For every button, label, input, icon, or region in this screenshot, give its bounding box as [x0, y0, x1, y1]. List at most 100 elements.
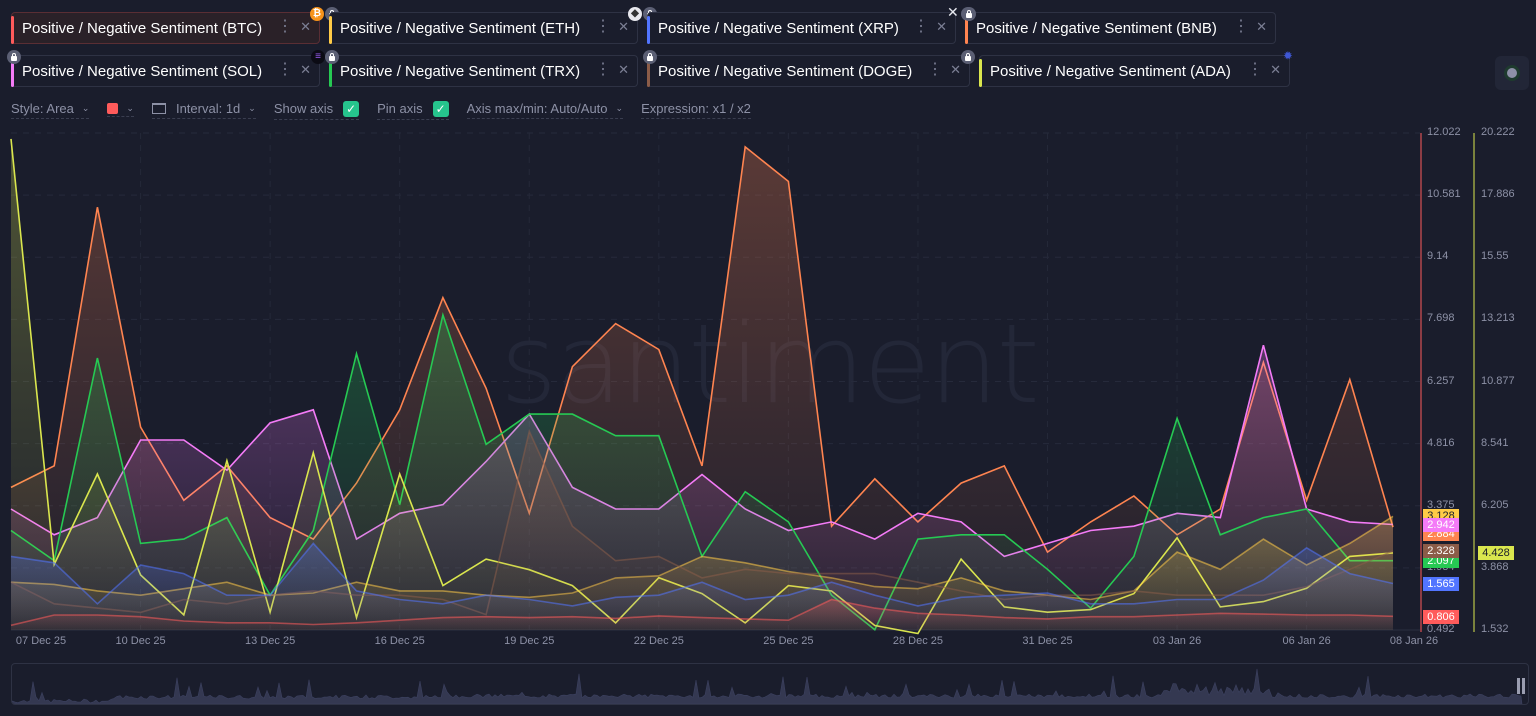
- interval-dropdown[interactable]: Interval: 1d ⌄: [151, 101, 256, 119]
- chart-toolbar: Style: Area ⌄ ⌄ Interval: 1d ⌄ Show axis ✓ …: [11, 100, 769, 120]
- pin-axis-label: Pin axis: [377, 101, 423, 116]
- series-line-eth[interactable]: [10, 515, 1394, 601]
- x-tick-label: 06 Jan 26: [1282, 635, 1331, 647]
- close-icon[interactable]: ✕: [618, 19, 629, 34]
- series-line-trx[interactable]: [10, 312, 1393, 631]
- y-right-tick-label: 10.877: [1481, 374, 1515, 387]
- cardano-icon: ✹: [1283, 51, 1293, 62]
- close-icon[interactable]: ✕: [1256, 19, 1267, 34]
- more-options-icon[interactable]: ⋮: [277, 61, 293, 78]
- more-options-icon[interactable]: ⋮: [1233, 18, 1249, 35]
- show-axis-toggle[interactable]: Show axis ✓: [273, 100, 360, 120]
- xrp-icon: ✕: [947, 4, 959, 20]
- series-line-bnb[interactable]: [10, 145, 1394, 554]
- chevron-down-icon: ⌄: [248, 103, 256, 113]
- lock-icon[interactable]: [7, 50, 21, 64]
- axis-maxmin-dropdown[interactable]: Axis max/min: Auto/Auto ⌄: [466, 101, 624, 119]
- x-tick-label: 31 Dec 25: [1022, 635, 1073, 647]
- y-left-tick-label: 3.375: [1427, 498, 1455, 511]
- metric-color-bar: [11, 59, 14, 87]
- series-area-xrp: [11, 543, 1393, 630]
- more-options-icon[interactable]: ⋮: [595, 18, 611, 35]
- more-options-icon[interactable]: ⋮: [1247, 61, 1263, 78]
- metric-tag-btc[interactable]: Positive / Negative Sentiment (BTC) ⋮ ✕: [11, 12, 320, 44]
- metric-tag-doge[interactable]: Positive / Negative Sentiment (DOGE) ⋮ ✕: [647, 55, 970, 87]
- x-tick-label: 19 Dec 25: [504, 635, 555, 647]
- series-area-doge: [11, 431, 1393, 630]
- status-dot-icon: [1507, 68, 1517, 78]
- lock-icon[interactable]: [962, 7, 976, 21]
- close-icon[interactable]: ✕: [300, 19, 311, 34]
- grid: [11, 132, 1420, 631]
- close-icon[interactable]: ✕: [618, 62, 629, 77]
- y-right-tick-label: 20.222: [1481, 126, 1515, 138]
- series-line-btc[interactable]: [10, 598, 1394, 627]
- navigator-handle-right[interactable]: [1522, 678, 1525, 694]
- metric-label: Positive / Negative Sentiment (DOGE): [658, 62, 913, 80]
- more-options-icon[interactable]: ⋮: [595, 61, 611, 78]
- more-options-icon[interactable]: ⋮: [913, 18, 929, 35]
- navigator-handle-left[interactable]: [1517, 678, 1520, 694]
- series-xrp: [10, 542, 1394, 630]
- checkbox-checked-icon[interactable]: ✓: [343, 100, 360, 117]
- metric-color-bar: [647, 16, 650, 44]
- last-value-badge-xrp: 1.565: [1423, 577, 1459, 591]
- y-left-tick-label: 6.257: [1427, 374, 1455, 387]
- series-line-doge[interactable]: [10, 428, 1394, 616]
- y-right-tick-label: 3.868: [1481, 560, 1509, 573]
- series-eth: [10, 515, 1394, 630]
- pin-axis-toggle[interactable]: Pin axis ✓: [377, 100, 449, 120]
- series-line-sol[interactable]: [10, 344, 1394, 558]
- last-value-badge-doge: 2.328: [1423, 544, 1459, 558]
- timeline-navigator[interactable]: [11, 663, 1529, 705]
- metric-tag-ada[interactable]: Positive / Negative Sentiment (ADA) ⋮ ✕: [979, 55, 1290, 87]
- close-icon[interactable]: ✕: [950, 62, 961, 77]
- lock-icon[interactable]: [643, 50, 657, 64]
- metric-color-bar: [11, 16, 14, 44]
- series-line-xrp[interactable]: [10, 542, 1394, 607]
- checkbox-checked-icon[interactable]: ✓: [432, 100, 449, 117]
- series-bnb: [10, 145, 1394, 630]
- metric-tag-sol[interactable]: Positive / Negative Sentiment (SOL) ⋮ ✕: [11, 55, 320, 87]
- metric-color-bar: [647, 59, 650, 87]
- metric-tag-eth[interactable]: Positive / Negative Sentiment (ETH) ⋮ ✕: [329, 12, 638, 44]
- series-area-eth: [11, 516, 1393, 630]
- y-left-tick-label: 9.14: [1427, 250, 1449, 263]
- color-dropdown[interactable]: ⌄: [107, 103, 134, 117]
- axis-maxmin-label: Axis max/min: Auto/Auto: [466, 101, 608, 116]
- close-icon[interactable]: ✕: [1270, 62, 1281, 77]
- metric-tag-trx[interactable]: Positive / Negative Sentiment (TRX) ⋮ ✕: [329, 55, 638, 87]
- x-tick-label: 10 Dec 25: [115, 635, 166, 647]
- more-options-icon[interactable]: ⋮: [927, 61, 943, 78]
- metric-tag-xrp[interactable]: Positive / Negative Sentiment (XRP) ⋮ ✕: [647, 12, 956, 44]
- series-area-ada: [11, 138, 1393, 634]
- series-line-ada[interactable]: [10, 138, 1394, 635]
- live-status-button[interactable]: [1495, 56, 1529, 90]
- more-options-icon[interactable]: ⋮: [277, 18, 293, 35]
- metric-label: Positive / Negative Sentiment (ADA): [990, 62, 1231, 80]
- ruler-icon: [151, 103, 166, 114]
- close-icon[interactable]: ✕: [936, 19, 947, 34]
- lock-icon[interactable]: [961, 50, 975, 64]
- metric-label: Positive / Negative Sentiment (BTC): [22, 19, 263, 37]
- expression-label: Expression: x1 / x2: [641, 101, 751, 116]
- expression-field[interactable]: Expression: x1 / x2: [641, 101, 751, 119]
- metric-color-bar: [329, 59, 332, 87]
- ethereum-icon: ◆: [628, 7, 642, 21]
- y-left-tick-label: 4.816: [1427, 436, 1455, 449]
- series-area-sol: [11, 345, 1393, 630]
- y-right-tick-label: 13.213: [1481, 312, 1515, 325]
- sentiment-chart[interactable]: [0, 0, 1536, 660]
- style-dropdown[interactable]: Style: Area ⌄: [11, 101, 90, 119]
- metric-tag-bnb[interactable]: Positive / Negative Sentiment (BNB) ⋮ ✕: [965, 12, 1276, 44]
- lock-icon[interactable]: [325, 50, 339, 64]
- close-icon[interactable]: ✕: [300, 62, 311, 77]
- y-right-tick-label: 15.55: [1481, 250, 1509, 263]
- metric-color-bar: [979, 59, 982, 87]
- y-left-tick-label: 7.698: [1427, 312, 1455, 325]
- color-swatch: [107, 103, 119, 114]
- metric-label: Positive / Negative Sentiment (TRX): [340, 62, 581, 80]
- y-left-tick-label: 0.492: [1427, 623, 1455, 635]
- y-right-tick-label: 17.886: [1481, 188, 1515, 201]
- navigator-minichart: [12, 668, 1523, 704]
